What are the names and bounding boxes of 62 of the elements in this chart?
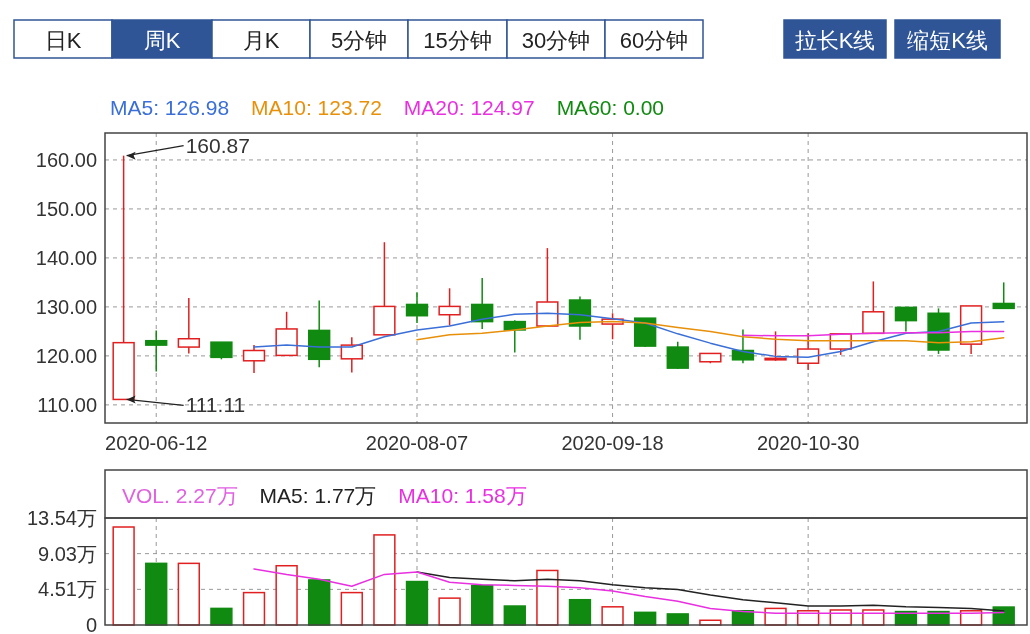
x-tick-label: 2020-08-07 xyxy=(365,432,469,454)
candlestick xyxy=(242,344,266,374)
bar xyxy=(471,584,494,626)
y-tick-label: 150.00 xyxy=(35,197,97,220)
candlestick xyxy=(992,281,1015,310)
candlestick xyxy=(438,287,461,327)
text: MA20: 124.97 xyxy=(403,96,535,119)
text: MA10: 1.58万 xyxy=(398,484,527,507)
text: MA10: 123.72 xyxy=(251,96,382,119)
bar xyxy=(112,526,135,626)
text: 缩短K线 xyxy=(907,28,988,53)
text: 拉长K线 xyxy=(794,28,876,53)
bar xyxy=(438,597,461,626)
text: MA5: 1.77万 xyxy=(259,484,377,507)
candlestick xyxy=(405,291,429,324)
bar xyxy=(340,591,363,626)
bar xyxy=(503,605,526,626)
candlestick xyxy=(177,297,200,355)
text: 日K xyxy=(44,28,82,53)
candlestick xyxy=(666,340,689,370)
bar xyxy=(601,606,624,626)
bar xyxy=(536,569,559,626)
y-tick-label: 120.00 xyxy=(35,344,97,367)
x-tick-label: 2020-09-18 xyxy=(561,432,664,454)
bar xyxy=(568,598,592,626)
bar xyxy=(373,534,396,626)
bar xyxy=(177,562,200,626)
line-series xyxy=(253,568,1005,614)
text: 60分钟 xyxy=(619,28,689,53)
annotation: 160.87 xyxy=(185,133,250,157)
candlestick xyxy=(796,332,820,371)
candlestick xyxy=(894,306,918,333)
bar xyxy=(145,562,168,626)
y-tick-label: 13.54万 xyxy=(26,507,97,529)
text: VOL. 2.27万 xyxy=(122,484,238,507)
candlestick xyxy=(340,336,363,374)
y-tick-label: 160.00 xyxy=(35,148,97,171)
text: 5分钟 xyxy=(330,28,388,53)
bar xyxy=(275,564,298,626)
text: 月K xyxy=(242,28,280,53)
bar xyxy=(308,579,331,626)
y-tick-label: 140.00 xyxy=(35,246,97,269)
text: 周K xyxy=(143,28,181,53)
x-tick-label: 2020-06-12 xyxy=(105,432,208,454)
y-tick-label: 0 xyxy=(85,614,97,634)
x-tick-label: 2020-10-30 xyxy=(756,432,860,454)
candlestick xyxy=(862,280,885,335)
y-tick-label: 4.51万 xyxy=(38,578,97,601)
y-tick-label: 110.00 xyxy=(37,393,97,416)
candlestick xyxy=(145,329,168,373)
legend-label: MA60: 0.00 xyxy=(556,96,665,119)
bar xyxy=(210,607,233,626)
candlestick xyxy=(764,330,787,362)
y-tick-label: 9.03万 xyxy=(38,542,97,565)
bar xyxy=(242,591,266,626)
candlestick xyxy=(731,328,755,364)
text: 30分钟 xyxy=(521,28,591,53)
y-tick-label: 130.00 xyxy=(35,295,97,318)
text: 15分钟 xyxy=(423,28,492,53)
annotation: 111.11 xyxy=(185,393,246,417)
bar xyxy=(405,580,429,626)
text: MA5: 126.98 xyxy=(110,96,230,119)
